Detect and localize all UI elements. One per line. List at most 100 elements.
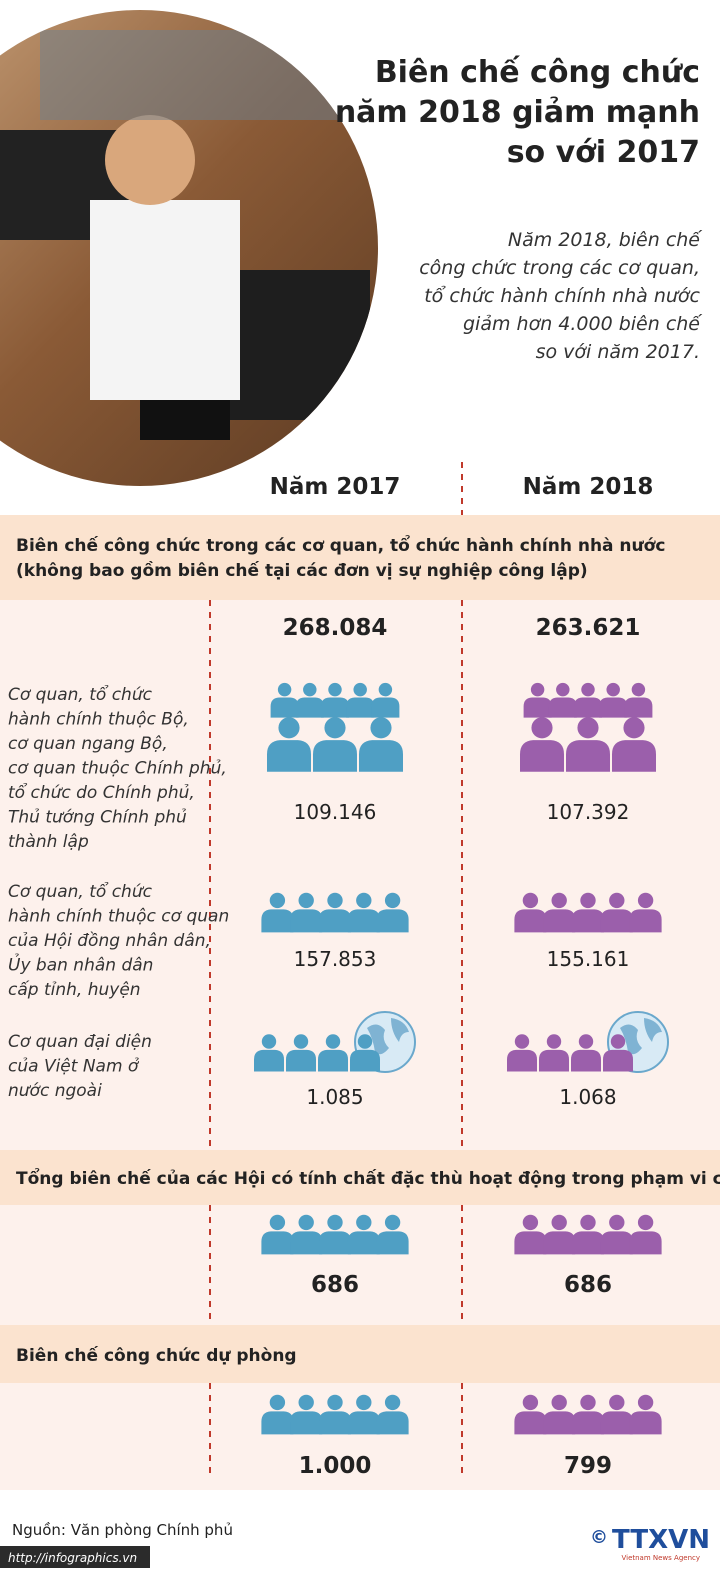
person-head	[609, 1394, 625, 1411]
value: 1.085	[306, 1085, 363, 1109]
person-body	[254, 1049, 284, 1072]
person-body	[629, 1411, 662, 1435]
person-head	[269, 1214, 286, 1231]
row-label: của Hội đồng nhân dân,	[8, 930, 211, 951]
person-body	[286, 1049, 316, 1072]
person-body	[574, 697, 602, 718]
person-head	[357, 1034, 373, 1049]
person-body	[346, 697, 375, 718]
person-head	[298, 1214, 314, 1231]
person-body	[313, 740, 357, 772]
person-head	[298, 892, 314, 909]
person-body	[347, 1411, 380, 1435]
row-label: cơ quan ngang Bộ,	[8, 734, 168, 754]
person-body	[347, 909, 380, 933]
person-head	[356, 892, 372, 909]
person-shirt	[90, 200, 240, 400]
person-head	[580, 1214, 596, 1231]
url-band	[0, 1546, 150, 1568]
person-body	[347, 1231, 380, 1255]
person-head	[522, 892, 539, 909]
person-head	[261, 1034, 277, 1049]
person-body	[376, 1411, 409, 1435]
person-head	[637, 1394, 654, 1411]
title-line: Biên chế công chức	[375, 55, 700, 90]
background-room	[40, 30, 340, 120]
total: 268.084	[283, 615, 388, 641]
person-head	[637, 892, 654, 909]
person-head	[293, 1034, 309, 1049]
source: Nguồn: Văn phòng Chính phủ	[12, 1521, 233, 1539]
url[interactable]: http://infographics.vn	[8, 1551, 137, 1565]
intro-line: so với năm 2017.	[536, 341, 700, 363]
section-band	[0, 1325, 720, 1383]
row-label: tổ chức do Chính phủ,	[8, 782, 195, 803]
section-heading: (không bao gồm biên chế tại các đơn vị s…	[16, 560, 588, 581]
section-heading: Biên chế công chức dự phòng	[16, 1345, 297, 1366]
person-body	[572, 909, 604, 933]
intro-line: giảm hơn 4.000 biên chế	[463, 313, 703, 335]
person-body	[624, 697, 653, 718]
person-head	[623, 717, 645, 739]
value: 1.000	[299, 1453, 372, 1479]
person-body	[290, 909, 323, 933]
copyright: ©	[590, 1527, 608, 1548]
column-heading: Năm 2018	[523, 474, 654, 500]
person-head	[551, 892, 567, 909]
row-label: hành chính thuộc cơ quan	[8, 907, 229, 927]
person-body	[629, 909, 662, 933]
person-body	[267, 740, 311, 772]
value: 155.161	[547, 947, 630, 971]
intro-line: công chức trong các cơ quan,	[419, 257, 700, 279]
person-body	[548, 697, 577, 718]
person-head	[578, 1034, 594, 1049]
person-head	[522, 1214, 539, 1231]
total: 263.621	[536, 615, 641, 641]
person-head	[303, 682, 317, 697]
value: 686	[311, 1272, 359, 1298]
logo: TTXVN	[612, 1525, 710, 1555]
person-body	[514, 909, 547, 933]
row-label: của Việt Nam ở	[8, 1057, 140, 1077]
person-body	[290, 1411, 323, 1435]
column-heading: Năm 2017	[270, 474, 401, 500]
value: 1.068	[559, 1085, 616, 1109]
person-body	[520, 740, 564, 772]
person-head	[384, 1394, 401, 1411]
globe-land	[620, 1018, 662, 1055]
person-body	[350, 1049, 380, 1072]
row-label: Ủy ban nhân dân	[8, 953, 153, 976]
person-body	[603, 1049, 633, 1072]
row-label: Thủ tướng Chính phủ	[8, 808, 187, 828]
person-head	[327, 1214, 343, 1231]
person-head	[546, 1034, 562, 1049]
person-head	[580, 1394, 596, 1411]
person-head	[269, 892, 286, 909]
person-head	[328, 682, 342, 697]
person-body	[261, 1411, 294, 1435]
person-body	[261, 909, 294, 933]
value: 686	[564, 1272, 612, 1298]
row-label: Cơ quan đại diện	[8, 1032, 152, 1052]
value: 799	[564, 1453, 612, 1479]
row-label: cơ quan thuộc Chính phủ,	[8, 759, 227, 779]
person-head	[581, 682, 595, 697]
person-body	[319, 1231, 351, 1255]
row-label: cấp tỉnh, huyện	[8, 979, 141, 1000]
row-label: hành chính thuộc Bộ,	[8, 710, 189, 730]
person-head	[378, 682, 393, 697]
person-body	[514, 1411, 547, 1435]
person-head	[609, 892, 625, 909]
person-head	[325, 1034, 341, 1049]
value: 157.853	[294, 947, 377, 971]
person-head	[356, 1214, 372, 1231]
person-body	[261, 1231, 294, 1255]
row-label: thành lập	[8, 832, 89, 852]
person-body	[376, 909, 409, 933]
person-body	[612, 740, 656, 772]
person-body	[321, 697, 349, 718]
person-head	[556, 682, 570, 697]
person-head	[530, 682, 545, 697]
